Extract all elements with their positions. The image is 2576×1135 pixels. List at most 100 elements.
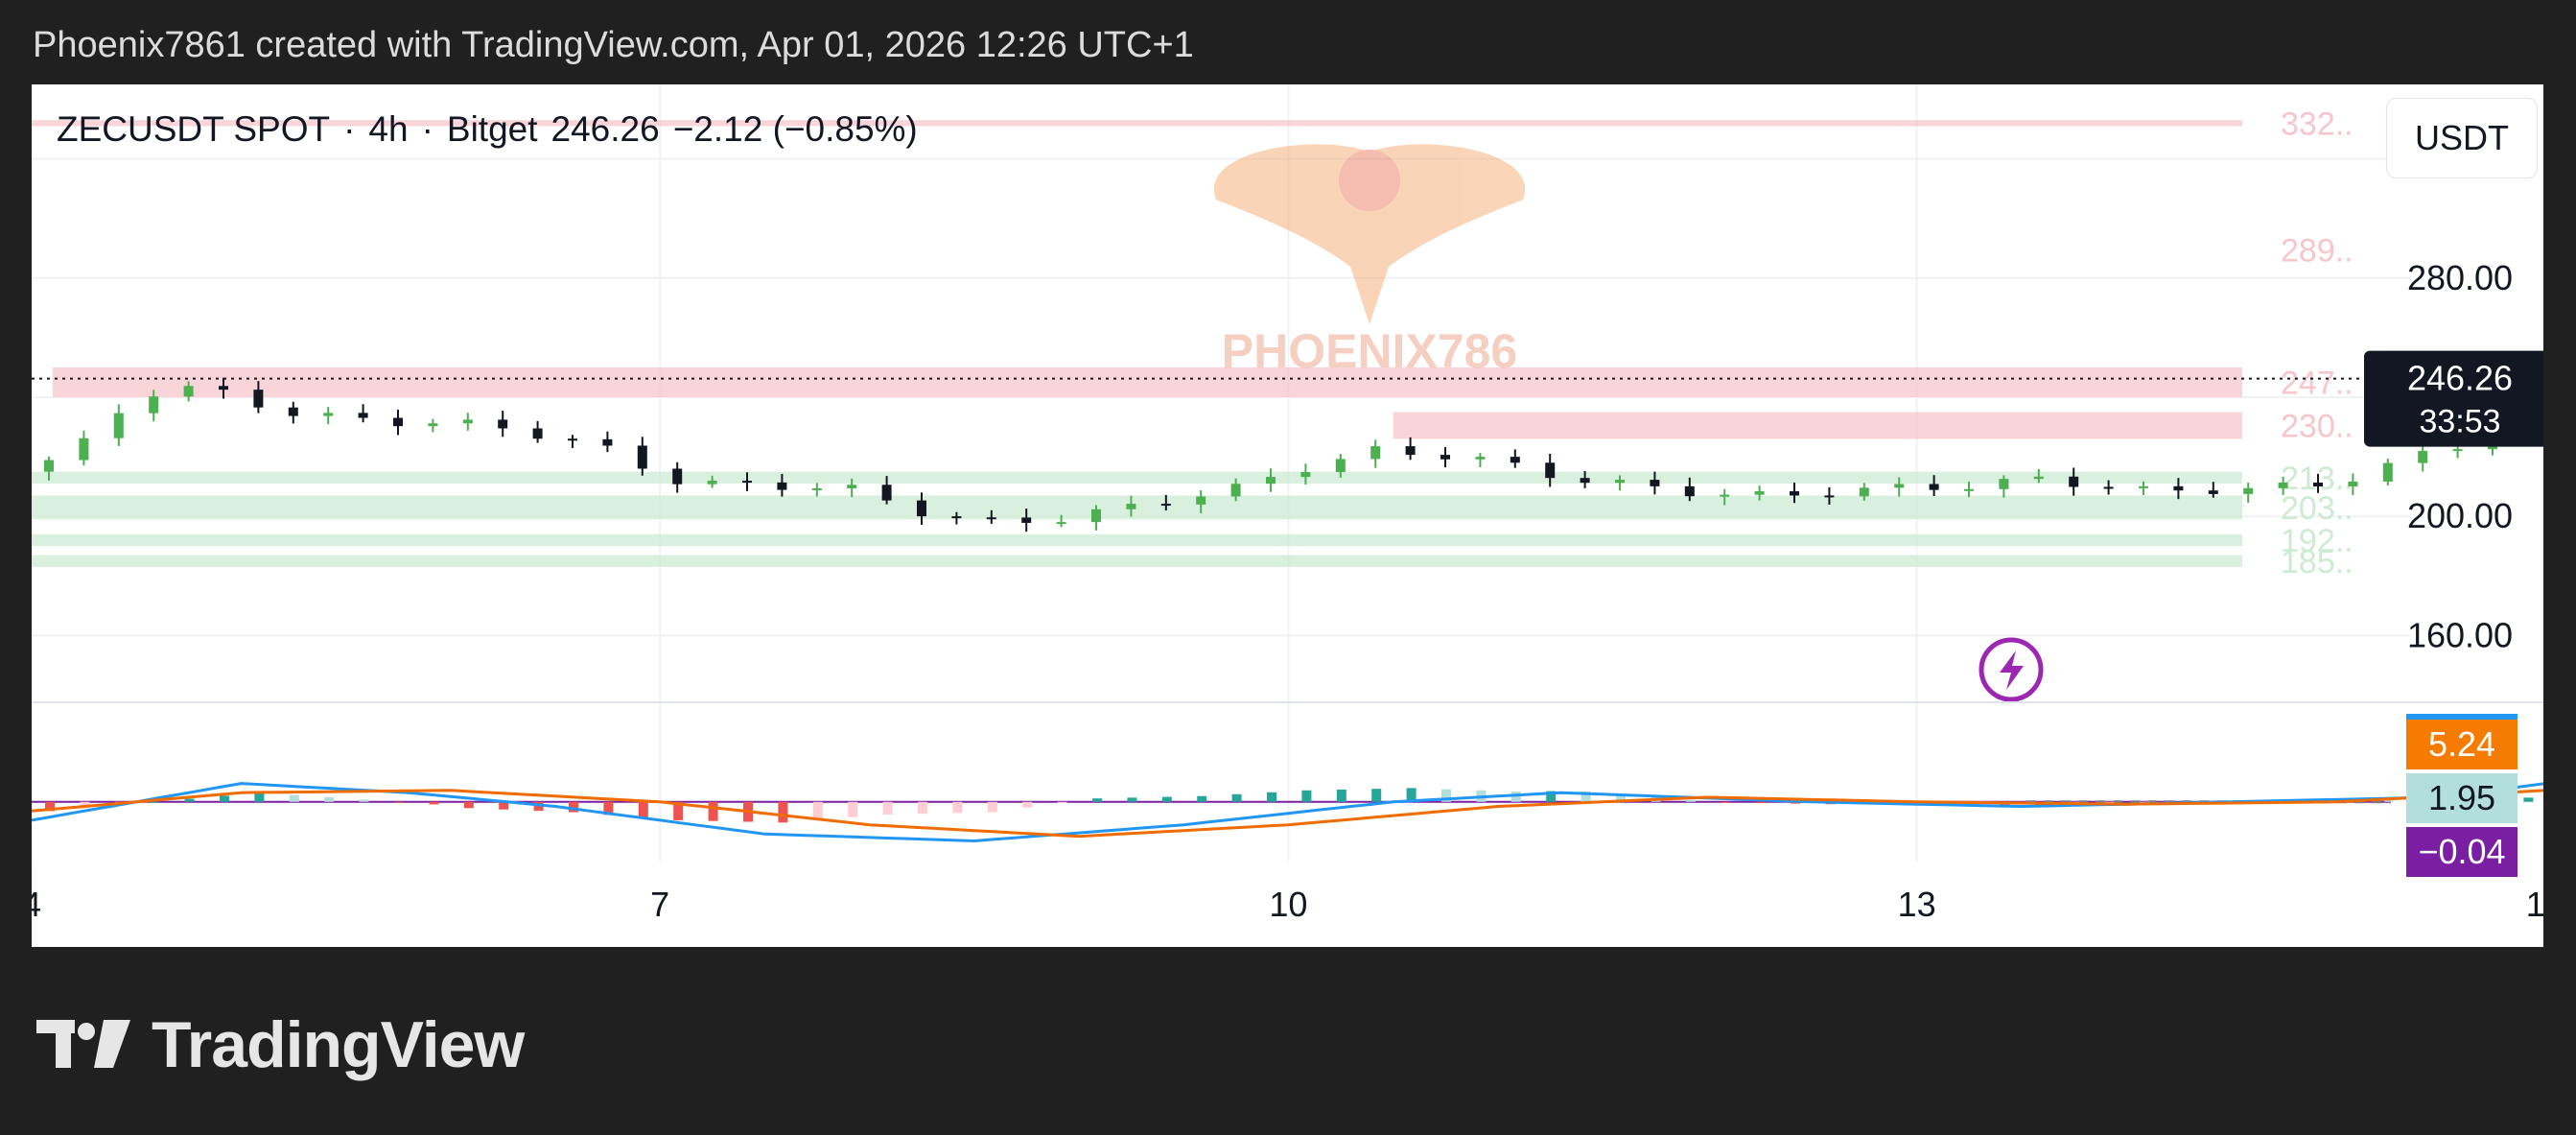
candle-body-52: [1859, 487, 1869, 497]
histogram-bar-40: [1441, 789, 1451, 802]
candle-body-41: [1475, 457, 1486, 460]
y-tick-label-0: 160.00: [2407, 615, 2513, 654]
tradingview-logo[interactable]: TradingView: [36, 1007, 525, 1082]
histogram-bar-30: [1092, 798, 1102, 802]
x-tick-label-3: 13: [1898, 885, 1936, 924]
x-tick-label-2: 10: [1269, 885, 1307, 924]
support-zone-6: [32, 533, 2242, 547]
histogram-bar-12: [463, 801, 474, 809]
legend-symbol[interactable]: ZECUSDT SPOT: [57, 109, 331, 149]
candle-body-0: [44, 460, 54, 472]
candle-body-55: [1964, 488, 1974, 491]
candle-body-61: [2173, 485, 2184, 491]
candle-body-2: [113, 413, 124, 438]
chart-canvas[interactable]: 332.. 289.. 247.. 230.. 213..203..192..185..…: [32, 84, 2543, 947]
histogram-bar-11: [429, 801, 439, 805]
candles: [44, 377, 2533, 532]
legend-price: 246.26: [550, 109, 660, 149]
candle-body-58: [2069, 476, 2079, 487]
candle-body-8: [323, 413, 334, 416]
histogram-bar-29: [1057, 801, 1067, 803]
legend-change: −2.12 (−0.85%): [672, 109, 918, 149]
candle-body-17: [637, 445, 647, 469]
candle-body-32: [1160, 504, 1171, 507]
current-price-label: 246.26: [2407, 359, 2513, 398]
current-price-tag: [2364, 350, 2543, 447]
phoenix-watermark-icon: [1213, 144, 1526, 324]
candle-body-56: [1999, 479, 2009, 489]
attribution-text: Phoenix7861 created with TradingView.com…: [33, 25, 1194, 65]
histogram-bar-47: [1685, 799, 1696, 802]
histogram-bar-67: [2383, 800, 2394, 802]
candle-body-66: [2348, 481, 2358, 486]
histogram-bar-71: [2523, 797, 2534, 802]
candle-body-59: [2103, 486, 2114, 489]
macd-badge-label-0: 5.24: [2428, 724, 2495, 764]
resistance-zone-0: [32, 120, 2242, 127]
candle-body-26: [951, 516, 962, 519]
macd-badge-1: [2406, 773, 2517, 823]
macd-badge-accent: [2406, 714, 2517, 720]
symbol-legend[interactable]: ZECUSDT SPOT · 4h · Bitget 246.26 −2.12 (−0.85…: [57, 109, 931, 150]
support-zone-5: [32, 495, 2242, 520]
candle-body-49: [1754, 491, 1765, 495]
candle-body-30: [1091, 508, 1101, 523]
histogram-bar-14: [533, 801, 544, 812]
candle-body-45: [1615, 480, 1625, 484]
candle-body-65: [2313, 482, 2323, 486]
countdown-label: 33:53: [2419, 404, 2500, 440]
lightning-bolt: [2000, 650, 2024, 690]
histogram-bar-18: [673, 801, 684, 820]
candle-body-5: [219, 386, 228, 390]
support-label-4: 213..: [2281, 461, 2354, 497]
histogram-bar-44: [1581, 791, 1591, 802]
histogram-bar-16: [603, 801, 614, 816]
histogram-bar-17: [638, 801, 648, 818]
candle-body-39: [1405, 446, 1416, 456]
candle-body-7: [288, 407, 298, 416]
candle-body-36: [1300, 472, 1311, 478]
resistance-label-0: 332..: [2281, 106, 2354, 142]
y-tick-label-2: 280.00: [2407, 258, 2513, 297]
histogram-bar-25: [918, 801, 927, 815]
histogram-bar-21: [778, 801, 788, 823]
currency-unit-button[interactable]: USDT: [2386, 98, 2538, 178]
histogram-bar-8: [324, 796, 335, 802]
legend-interval[interactable]: 4h: [368, 109, 409, 149]
candle-body-9: [358, 413, 368, 418]
chart-panel[interactable]: 332.. 289.. 247.. 230.. 213.. 203.. 192.. 185..…: [32, 84, 2543, 947]
histogram-bar-48: [1721, 801, 1731, 803]
macd-line: [32, 782, 2543, 843]
candle-body-51: [1824, 495, 1835, 498]
histogram-bar-35: [1267, 792, 1276, 802]
histogram-bar-9: [359, 799, 369, 802]
histogram-bar-23: [848, 801, 858, 817]
histogram-bar-33: [1197, 795, 1207, 802]
candle-body-3: [149, 396, 159, 414]
histogram-bar-45: [1616, 793, 1626, 802]
phoenix-watermark: PHOENIX786: [1213, 144, 1526, 378]
x-tick-label-0: 4: [32, 885, 41, 924]
candle-body-23: [847, 485, 857, 488]
macd-badge-label-2: −0.04: [2418, 832, 2505, 871]
candle-body-53: [1894, 484, 1905, 488]
candle-body-54: [1929, 484, 1939, 490]
candle-body-34: [1230, 484, 1241, 497]
tradingview-brand-text: TradingView: [152, 1008, 525, 1081]
histogram-bar-59: [2104, 801, 2115, 803]
resistance-label-2: 247..: [2281, 365, 2354, 401]
candle-body-1: [79, 437, 89, 461]
support-zone-4: [32, 471, 2242, 485]
candle-body-33: [1196, 496, 1206, 505]
histogram-bar-7: [289, 794, 299, 802]
candle-body-22: [811, 487, 822, 490]
candle-body-10: [393, 417, 403, 427]
legend-exchange: Bitget: [446, 109, 538, 149]
candle-body-20: [742, 481, 752, 484]
histogram-bar-39: [1406, 788, 1417, 802]
candle-body-44: [1580, 478, 1590, 484]
x-tick-label-4: 16: [2526, 885, 2543, 924]
candle-body-27: [986, 517, 996, 520]
histogram-bar-43: [1546, 791, 1557, 802]
candle-body-69: [2452, 449, 2463, 452]
